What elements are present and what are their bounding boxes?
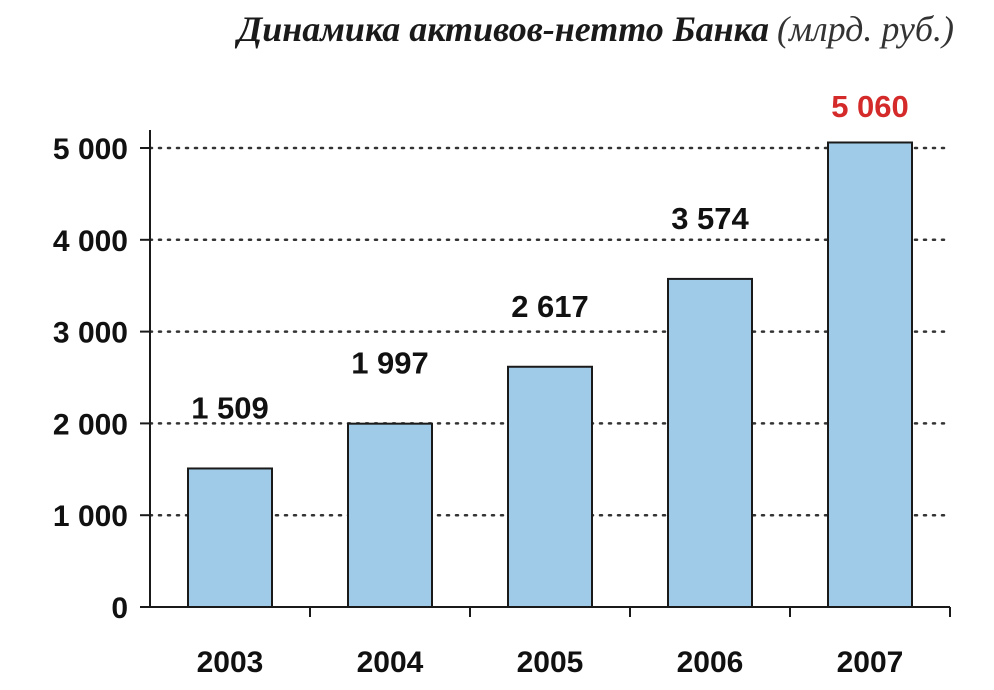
x-tick-label-2005: 2005 bbox=[517, 646, 584, 679]
grid-lines bbox=[148, 146, 952, 517]
x-tick-label-2006: 2006 bbox=[677, 646, 744, 679]
y-tick-label: 3 000 bbox=[53, 317, 128, 350]
data-label-2005: 2 617 bbox=[511, 289, 589, 324]
x-tick-label-2007: 2007 bbox=[837, 646, 904, 679]
y-tick-label: 2 000 bbox=[53, 408, 128, 441]
axes bbox=[149, 130, 950, 608]
bar-2003 bbox=[187, 467, 273, 608]
y-tick-label: 5 000 bbox=[53, 133, 128, 166]
bar-2005 bbox=[507, 365, 593, 608]
chart-title-text: Динамика активов-нетто Банка bbox=[237, 9, 769, 49]
data-label-2007: 5 060 bbox=[831, 89, 909, 124]
x-tick-label-2003: 2003 bbox=[197, 646, 264, 679]
data-labels: 1 509 1 997 2 617 3 574 5 060 bbox=[191, 89, 909, 425]
y-axis-ticks: 0 1 000 2 000 3 000 4 000 5 000 bbox=[53, 133, 150, 625]
data-label-2004: 1 997 bbox=[351, 346, 429, 381]
data-label-2003: 1 509 bbox=[191, 390, 269, 425]
bar-2004 bbox=[347, 422, 433, 609]
data-label-2006: 3 574 bbox=[671, 201, 749, 236]
chart-unit: (млрд. руб.) bbox=[777, 9, 954, 49]
bar-2006 bbox=[667, 277, 753, 608]
x-tick-label-2004: 2004 bbox=[357, 646, 424, 679]
y-tick-label: 0 bbox=[111, 592, 128, 625]
bar-2007 bbox=[827, 141, 913, 608]
y-tick-label: 4 000 bbox=[53, 225, 128, 258]
bars bbox=[187, 141, 913, 609]
chart-title: Динамика активов-нетто Банка (млрд. руб.) bbox=[0, 8, 954, 50]
x-axis-ticks: 2003 2004 2005 2006 2007 bbox=[197, 607, 951, 679]
y-tick-label: 1 000 bbox=[53, 500, 128, 533]
